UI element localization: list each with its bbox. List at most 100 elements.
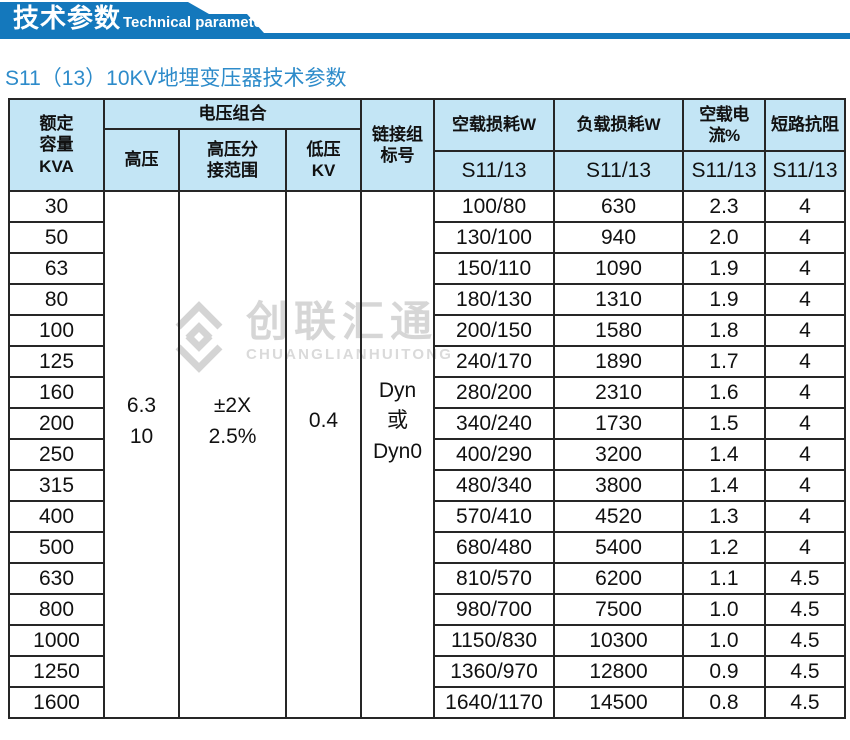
load-loss-cell: 2310 <box>553 376 685 409</box>
header-banner: 技术参数 Technical parameter <box>0 0 850 42</box>
no-load-loss-cell: 340/240 <box>433 407 556 440</box>
load-loss-cell: 4520 <box>553 500 685 533</box>
load-loss-cell: 1890 <box>553 345 685 378</box>
load-loss-cell: 5400 <box>553 531 685 564</box>
table-row: 400 570/410 4520 1.3 4 <box>8 500 847 533</box>
table-row: 50 130/100 940 2.0 4 <box>8 221 847 254</box>
table-row: 250 400/290 3200 1.4 4 <box>8 438 847 471</box>
capacity-cell: 30 <box>8 190 105 223</box>
capacity-cell: 160 <box>8 376 105 409</box>
load-loss-cell: 12800 <box>553 655 685 688</box>
impedance-cell: 4 <box>764 376 847 409</box>
capacity-cell: 80 <box>8 283 105 316</box>
load-loss-cell: 3800 <box>553 469 685 502</box>
no-load-current-cell: 1.2 <box>682 531 767 564</box>
page-title: S11（13）10KV地埋变压器技术参数 <box>5 67 347 90</box>
load-loss-cell: 10300 <box>553 624 685 657</box>
no-load-loss-cell: 200/150 <box>433 314 556 347</box>
table-row: 125 240/170 1890 1.7 4 <box>8 345 847 378</box>
no-load-loss-cell: 240/170 <box>433 345 556 378</box>
impedance-cell: 4.5 <box>764 686 847 719</box>
table-row: 30 6.3 10 ±2X 2.5% 0.4 Dyn 或 Dyn0 100/80 630 2.… <box>8 190 847 719</box>
no-load-current-cell: 1.9 <box>682 283 767 316</box>
table-row: 80 180/130 1310 1.9 4 <box>8 283 847 316</box>
capacity-cell: 250 <box>8 438 105 471</box>
col-header-capacity: 额定 容量 KVA <box>8 98 105 192</box>
capacity-cell: 50 <box>8 221 105 254</box>
impedance-cell: 4 <box>764 345 847 378</box>
load-loss-cell: 1310 <box>553 283 685 316</box>
hv-merged-cell: 6.3 10 <box>103 190 180 719</box>
impedance-cell: 4 <box>764 531 847 564</box>
no-load-loss-cell: 1640/1170 <box>433 686 556 719</box>
impedance-cell: 4 <box>764 252 847 285</box>
col-header-lv: 低压 KV <box>284 128 363 192</box>
load-loss-cell: 1730 <box>553 407 685 440</box>
impedance-cell: 4 <box>764 469 847 502</box>
no-load-loss-cell: 680/480 <box>433 531 556 564</box>
model-header-impedance: S11/13 <box>764 150 847 192</box>
no-load-current-cell: 1.6 <box>682 376 767 409</box>
col-header-no-load-current: 空载电流% <box>682 98 767 152</box>
no-load-loss-cell: 810/570 <box>433 562 556 595</box>
table-row: 1250 1360/970 12800 0.9 4.5 <box>8 655 847 688</box>
capacity-cell: 800 <box>8 593 105 626</box>
capacity-cell: 100 <box>8 314 105 347</box>
no-load-loss-cell: 480/340 <box>433 469 556 502</box>
capacity-cell: 1250 <box>8 655 105 688</box>
impedance-cell: 4 <box>764 190 847 223</box>
banner-subtitle: Technical parameter <box>123 14 268 31</box>
no-load-loss-cell: 130/100 <box>433 221 556 254</box>
impedance-cell: 4 <box>764 283 847 316</box>
col-header-hv: 高压 <box>103 128 180 192</box>
no-load-loss-cell: 400/290 <box>433 438 556 471</box>
impedance-cell: 4 <box>764 221 847 254</box>
no-load-current-cell: 1.0 <box>682 593 767 626</box>
col-header-no-load-loss: 空载损耗W <box>433 98 556 152</box>
model-header-load-loss: S11/13 <box>553 150 685 192</box>
capacity-cell: 500 <box>8 531 105 564</box>
table-body: 30 6.3 10 ±2X 2.5% 0.4 Dyn 或 Dyn0 100/80 630 2.… <box>8 190 847 719</box>
table-row: 315 480/340 3800 1.4 4 <box>8 469 847 502</box>
impedance-cell: 4.5 <box>764 655 847 688</box>
capacity-cell: 315 <box>8 469 105 502</box>
load-loss-cell: 630 <box>553 190 685 223</box>
no-load-current-cell: 1.8 <box>682 314 767 347</box>
parameters-table: 额定 容量 KVA 电压组合 链接组 标号 空载损耗W 负载损耗W 空载电流% … <box>8 98 847 719</box>
table-row: 630 810/570 6200 1.1 4.5 <box>8 562 847 595</box>
no-load-loss-cell: 180/130 <box>433 283 556 316</box>
no-load-current-cell: 1.0 <box>682 624 767 657</box>
no-load-current-cell: 1.4 <box>682 438 767 471</box>
no-load-current-cell: 1.7 <box>682 345 767 378</box>
load-loss-cell: 1090 <box>553 252 685 285</box>
load-loss-cell: 940 <box>553 221 685 254</box>
table-header: 额定 容量 KVA 电压组合 链接组 标号 空载损耗W 负载损耗W 空载电流% … <box>8 98 847 192</box>
no-load-loss-cell: 570/410 <box>433 500 556 533</box>
impedance-cell: 4.5 <box>764 562 847 595</box>
no-load-current-cell: 1.1 <box>682 562 767 595</box>
model-header-no-load-current: S11/13 <box>682 150 767 192</box>
hv-tap-merged-cell: ±2X 2.5% <box>178 190 287 719</box>
model-header-no-load-loss: S11/13 <box>433 150 556 192</box>
no-load-current-cell: 2.3 <box>682 190 767 223</box>
no-load-current-cell: 1.3 <box>682 500 767 533</box>
load-loss-cell: 14500 <box>553 686 685 719</box>
no-load-current-cell: 1.5 <box>682 407 767 440</box>
capacity-cell: 125 <box>8 345 105 378</box>
col-header-voltage-group: 电压组合 <box>102 98 363 130</box>
capacity-cell: 200 <box>8 407 105 440</box>
impedance-cell: 4.5 <box>764 593 847 626</box>
no-load-loss-cell: 1150/830 <box>433 624 556 657</box>
col-header-load-loss: 负载损耗W <box>553 98 685 152</box>
no-load-current-cell: 1.9 <box>682 252 767 285</box>
col-header-impedance: 短路抗阻 <box>764 98 847 152</box>
impedance-cell: 4 <box>764 314 847 347</box>
table-row: 160 280/200 2310 1.6 4 <box>8 376 847 409</box>
no-load-loss-cell: 980/700 <box>433 593 556 626</box>
impedance-cell: 4 <box>764 407 847 440</box>
no-load-loss-cell: 100/80 <box>433 190 556 223</box>
capacity-cell: 1000 <box>8 624 105 657</box>
load-loss-cell: 1580 <box>553 314 685 347</box>
no-load-current-cell: 0.9 <box>682 655 767 688</box>
